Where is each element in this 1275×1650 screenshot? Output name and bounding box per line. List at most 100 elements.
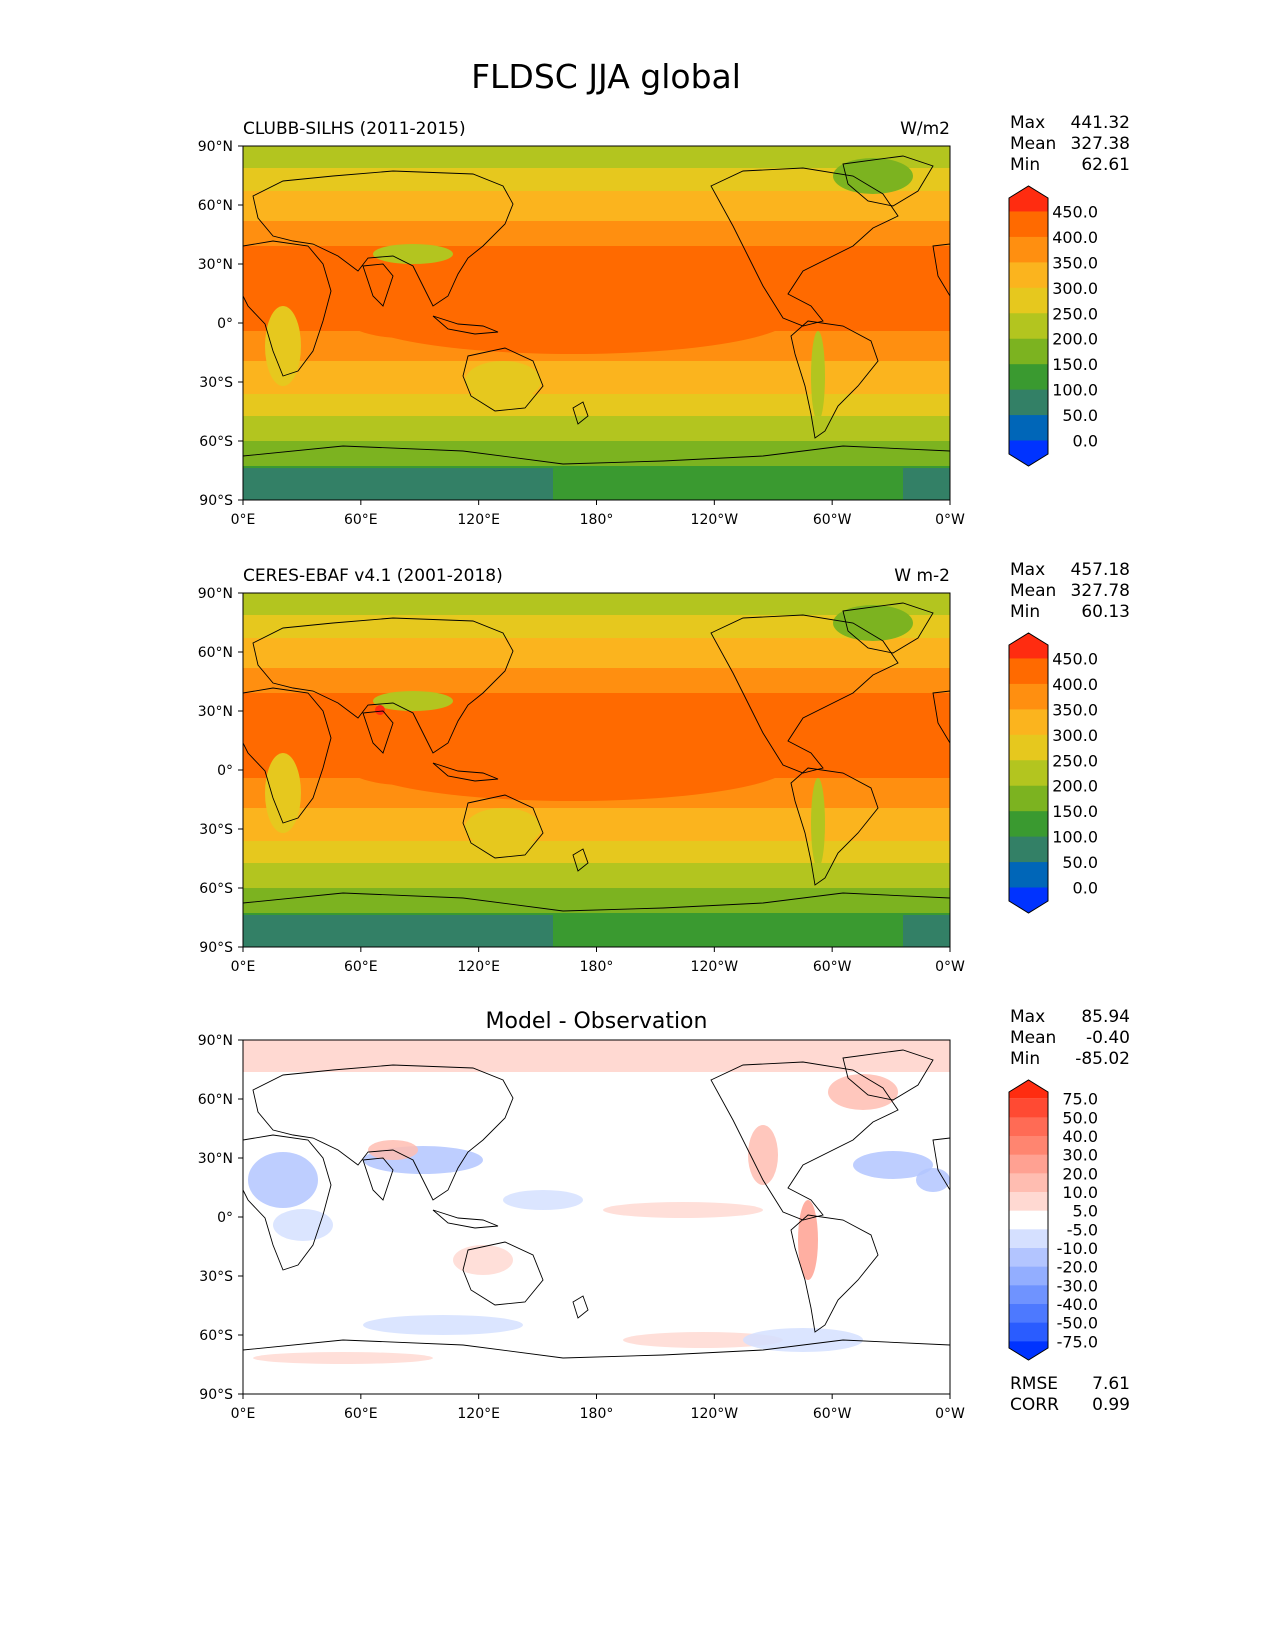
lon-tick-label: 60°E xyxy=(344,512,378,528)
stat-value: 60.13 xyxy=(1081,602,1130,622)
field-band xyxy=(243,668,950,693)
field-band xyxy=(243,441,950,466)
colorbar-segment xyxy=(1009,287,1048,314)
stat-name: Mean xyxy=(1010,581,1056,601)
colorbar-segment xyxy=(1009,338,1048,365)
colorbar-segment xyxy=(1009,313,1048,340)
lon-tick-label: 0°W xyxy=(935,512,965,528)
colorbar-label: 100.0 xyxy=(1052,828,1098,847)
andes-field xyxy=(811,331,825,421)
anomaly-blob xyxy=(273,1209,333,1241)
field-band xyxy=(243,593,950,615)
map-field xyxy=(243,146,950,500)
colorbar-segment xyxy=(1009,709,1048,736)
panel-units: W m-2 xyxy=(894,566,950,586)
lat-tick-label: 60°N xyxy=(198,1092,233,1108)
lat-tick-label: 0° xyxy=(217,763,233,779)
colorbar-segment xyxy=(1009,1285,1048,1305)
colorbar-segment xyxy=(1009,1210,1048,1230)
lon-tick-label: 120°W xyxy=(691,1406,739,1422)
colorbar-segment xyxy=(1009,186,1048,212)
colorbar-label: 350.0 xyxy=(1052,253,1098,272)
lon-tick-label: 60°E xyxy=(344,1406,378,1422)
anomaly-blob xyxy=(253,1352,433,1364)
colorbar-segment xyxy=(1009,760,1048,787)
map-field xyxy=(243,1040,950,1394)
anomaly-blob xyxy=(828,1074,898,1110)
colorbar-label: -50.0 xyxy=(1057,1314,1098,1333)
colorbar-label: 40.0 xyxy=(1062,1127,1098,1146)
stat-value: 457.18 xyxy=(1071,560,1130,580)
anomaly-blob xyxy=(453,1245,513,1275)
field-band xyxy=(243,863,950,888)
antarctica-west-field xyxy=(243,468,553,500)
stat-value: 327.38 xyxy=(1071,134,1130,154)
anomaly-blob xyxy=(916,1168,950,1192)
figure-title: FLDSC JJA global xyxy=(471,57,741,96)
field-band xyxy=(243,394,950,416)
colorbar-segment xyxy=(1009,1154,1048,1174)
stat-value: 62.61 xyxy=(1081,155,1130,175)
lon-tick-label: 120°E xyxy=(457,512,500,528)
lon-tick-label: 120°E xyxy=(457,1406,500,1422)
colorbar-segment xyxy=(1009,785,1048,812)
anomaly-blob xyxy=(748,1125,778,1185)
colorbar-segment xyxy=(1009,1229,1048,1249)
field-band xyxy=(243,638,950,668)
lat-tick-label: 60°S xyxy=(199,434,233,450)
lat-tick-label: 60°S xyxy=(199,1328,233,1344)
colorbar-label: 0.0 xyxy=(1073,432,1098,451)
lat-tick-label: 30°N xyxy=(198,704,233,720)
colorbar-segment xyxy=(1009,658,1048,685)
colorbar-label: 350.0 xyxy=(1052,700,1098,719)
colorbar-label: -30.0 xyxy=(1057,1276,1098,1295)
colorbar-label: -10.0 xyxy=(1057,1239,1098,1258)
colorbar-segment xyxy=(1009,1341,1048,1360)
colorbar-segment xyxy=(1009,364,1048,391)
lat-tick-label: 90°S xyxy=(199,1387,233,1403)
colorbar-label: 250.0 xyxy=(1052,751,1098,770)
colorbar-segment xyxy=(1009,1173,1048,1193)
antarctica-east-field xyxy=(903,915,950,947)
stat-name: Min xyxy=(1010,1049,1040,1069)
colorbar-outline xyxy=(1008,1079,1049,1361)
colorbar-segment xyxy=(1009,389,1048,416)
anomaly-blob xyxy=(853,1151,933,1179)
indian-ocean-warm xyxy=(333,721,473,785)
lon-tick-label: 60°W xyxy=(813,959,852,975)
stat-name: Min xyxy=(1010,155,1040,175)
lon-tick-label: 60°E xyxy=(344,959,378,975)
greenland-field xyxy=(833,158,913,194)
lat-tick-label: 90°S xyxy=(199,940,233,956)
panel-title: Model - Observation xyxy=(486,1009,708,1034)
colorbar-label: 50.0 xyxy=(1062,1108,1098,1127)
field-band xyxy=(243,146,950,168)
greenland-field xyxy=(833,605,913,641)
panel-3: 90°N 60°N 30°N 0° 30°S 60°S 90°S 0°E 60°E 120°E 18… xyxy=(198,1007,1130,1422)
stat-value: -0.40 xyxy=(1086,1028,1130,1048)
stat-name: CORR xyxy=(1010,1395,1059,1415)
colorbar-label: 200.0 xyxy=(1052,330,1098,349)
colorbar-label: 250.0 xyxy=(1052,304,1098,323)
colorbar-segment xyxy=(1009,211,1048,238)
panel-label: CERES-EBAF v4.1 (2001-2018) xyxy=(243,566,503,586)
africa-south-field xyxy=(265,753,301,833)
stat-value: 441.32 xyxy=(1071,113,1130,133)
anomaly-blob xyxy=(248,1152,318,1208)
colorbar-label: 400.0 xyxy=(1052,675,1098,694)
anomaly-blob xyxy=(603,1202,763,1218)
colorbar-label: 50.0 xyxy=(1062,853,1098,872)
colorbar-segment xyxy=(1009,440,1048,466)
colorbar-segment xyxy=(1009,1080,1048,1099)
lon-tick-label: 60°W xyxy=(813,1406,852,1422)
colorbar-label: 0.0 xyxy=(1073,879,1098,898)
panel-units: W/m2 xyxy=(900,119,950,139)
lat-tick-label: 90°N xyxy=(198,139,233,155)
lon-tick-label: 60°W xyxy=(813,512,852,528)
lon-tick-label: 0°E xyxy=(231,1406,256,1422)
antarctica-east-field xyxy=(903,468,950,500)
field-band xyxy=(243,841,950,863)
lat-tick-label: 90°S xyxy=(199,493,233,509)
lat-tick-label: 0° xyxy=(217,1210,233,1226)
colorbar-label: 200.0 xyxy=(1052,777,1098,796)
